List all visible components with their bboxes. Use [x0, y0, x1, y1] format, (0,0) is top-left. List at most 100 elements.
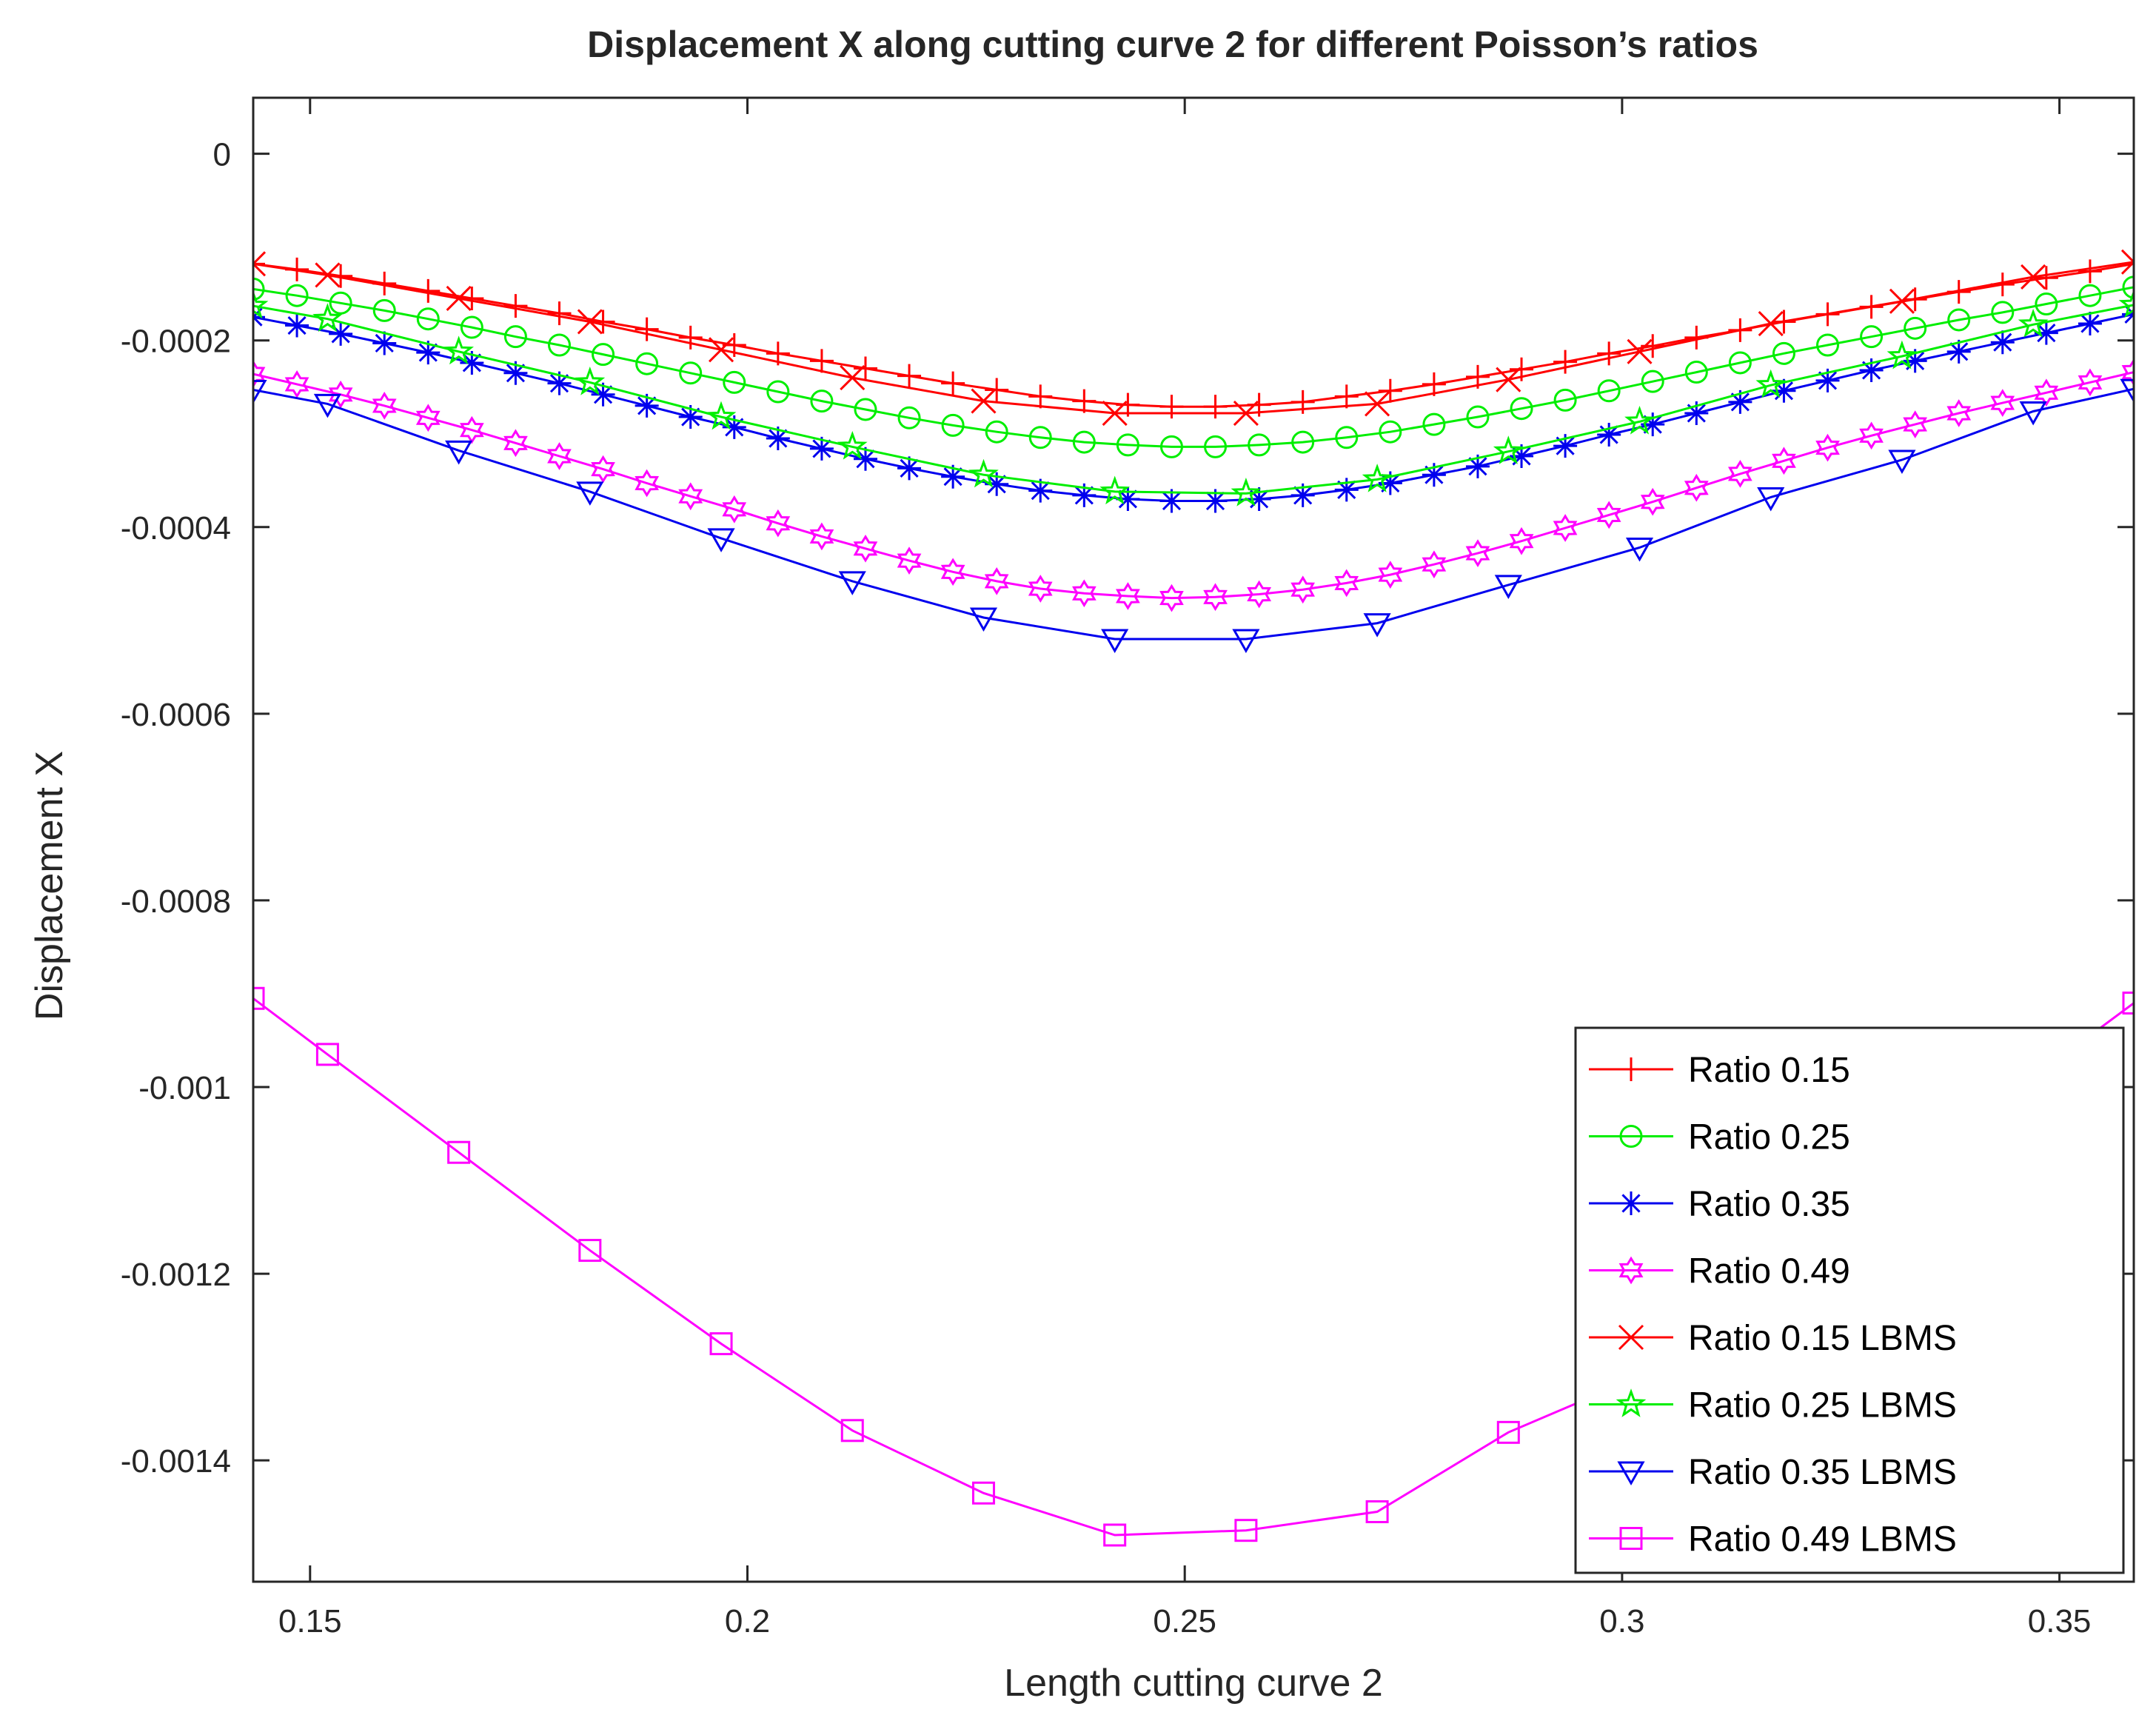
data-point-ratio-0-15-lbms	[708, 337, 734, 363]
data-point-ratio-0-25-lbms	[443, 335, 474, 365]
data-point-ratio-0-49-lbms	[1496, 1420, 1520, 1444]
data-point-ratio-0-35-lbms	[2120, 378, 2134, 404]
data-point-ratio-0-35	[678, 405, 703, 429]
data-point-ratio-0-49	[415, 404, 441, 432]
data-point-ratio-0-15-lbms	[1627, 338, 1653, 364]
data-point-ratio-0-35-lbms	[707, 528, 735, 552]
legend-item-ratio-0-35-lbms: Ratio 0.35 LBMS	[1589, 1453, 1957, 1492]
data-point-ratio-0-35	[1903, 349, 1927, 373]
data-point-ratio-0-35	[941, 464, 965, 489]
data-point-ratio-0-25	[1860, 325, 1884, 349]
data-point-ratio-0-49	[372, 392, 397, 420]
data-point-ratio-0-25-lbms	[1755, 369, 1787, 398]
data-point-ratio-0-49	[2078, 368, 2103, 397]
data-point-ratio-0-25	[679, 361, 703, 385]
series-line-ratio-0-35-lbms	[253, 387, 2134, 641]
data-point-ratio-0-15-lbms	[1496, 367, 1521, 392]
data-point-ratio-0-49	[503, 429, 528, 458]
data-point-ratio-0-15	[547, 301, 572, 326]
data-point-ratio-0-25-lbms	[837, 431, 868, 460]
data-point-ratio-0-35	[285, 313, 309, 338]
data-point-ratio-0-25-lbms	[1362, 464, 1393, 492]
data-point-ratio-0-15	[1159, 395, 1184, 419]
data-point-ratio-0-49	[1378, 561, 1403, 589]
data-point-ratio-0-35-lbms	[1101, 629, 1129, 654]
data-point-ratio-0-25-lbms	[1099, 475, 1130, 505]
data-point-ratio-0-25-lbms	[312, 303, 343, 332]
data-point-ratio-0-25	[1816, 333, 1840, 357]
data-point-ratio-0-35	[1684, 401, 1709, 426]
data-point-ratio-0-49-lbms	[447, 1140, 471, 1164]
legend-item-ratio-0-15-lbms: Ratio 0.15 LBMS	[1589, 1319, 1957, 1358]
data-point-ratio-0-15	[1334, 384, 1359, 409]
data-point-ratio-0-49	[1159, 584, 1184, 612]
data-point-ratio-0-15-lbms	[577, 309, 603, 335]
y-tick-label: -0.0002	[121, 324, 231, 360]
data-point-ratio-0-35-lbms	[1888, 449, 1916, 475]
data-point-ratio-0-35	[416, 341, 441, 365]
data-point-ratio-0-49	[635, 469, 660, 498]
legend-item-ratio-0-15: Ratio 0.15	[1589, 1051, 1850, 1090]
data-point-ratio-0-35-lbms	[1494, 575, 1522, 599]
data-point-ratio-0-15	[635, 317, 659, 341]
data-point-ratio-0-49-lbms	[578, 1239, 602, 1263]
data-point-ratio-0-25-lbms	[2118, 289, 2134, 318]
data-point-ratio-0-35-lbms	[2019, 401, 2047, 426]
data-point-ratio-0-15	[1553, 350, 1578, 374]
series-line-ratio-0-15-lbms	[253, 261, 2134, 415]
data-point-ratio-0-15	[678, 325, 703, 350]
data-point-ratio-0-35	[1553, 434, 1578, 458]
data-point-ratio-0-49	[1815, 433, 1840, 462]
data-point-ratio-0-15	[985, 378, 1009, 402]
data-point-ratio-0-35	[1422, 463, 1446, 487]
data-point-ratio-0-49	[460, 415, 484, 444]
data-point-ratio-0-49	[1290, 575, 1315, 604]
data-point-ratio-0-25-lbms	[1493, 435, 1524, 464]
data-point-ratio-0-49-lbms	[1365, 1500, 1389, 1523]
data-point-ratio-0-25	[1028, 426, 1052, 449]
data-point-ratio-0-25	[1159, 435, 1183, 458]
data-point-ratio-0-35	[1728, 390, 1752, 414]
series-ratio-0-35	[253, 302, 2134, 513]
data-point-ratio-0-49-lbms	[709, 1332, 733, 1356]
data-point-ratio-0-25	[416, 307, 440, 331]
data-point-ratio-0-49-lbms	[1234, 1519, 1258, 1542]
data-point-ratio-0-15	[1378, 378, 1402, 403]
data-point-ratio-0-25	[1335, 426, 1359, 449]
legend-label: Ratio 0.15 LBMS	[1688, 1319, 1957, 1358]
data-point-ratio-0-35-lbms	[969, 607, 998, 632]
data-point-ratio-0-25	[854, 398, 877, 421]
data-point-ratio-0-25	[285, 284, 309, 307]
data-point-ratio-0-35	[1290, 483, 1315, 507]
data-point-ratio-0-15-lbms	[971, 388, 997, 414]
data-point-ratio-0-35-lbms	[253, 379, 267, 404]
data-point-ratio-0-49	[809, 522, 834, 551]
data-point-ratio-0-35	[1815, 368, 1840, 392]
y-tick-label: -0.0006	[121, 697, 231, 733]
data-point-ratio-0-49	[1072, 579, 1097, 608]
data-point-ratio-0-25	[766, 380, 790, 404]
data-point-ratio-0-35	[809, 436, 834, 461]
y-axis-label: Displacement X	[28, 751, 71, 1020]
data-point-ratio-0-35	[1116, 487, 1140, 511]
data-point-ratio-0-49	[1640, 487, 1665, 516]
data-point-ratio-0-49	[1028, 575, 1053, 603]
legend-label: Ratio 0.35	[1688, 1185, 1850, 1224]
x-axis-label: Length cutting curve 2	[1004, 1662, 1383, 1705]
legend-label: Ratio 0.25 LBMS	[1688, 1386, 1957, 1425]
data-point-ratio-0-49-lbms	[971, 1481, 995, 1505]
data-point-ratio-0-35	[1465, 454, 1490, 478]
data-point-ratio-0-15	[1597, 341, 1621, 366]
data-point-ratio-0-35	[1990, 330, 2015, 355]
x-tick-label: 0.25	[1153, 1603, 1216, 1639]
data-point-ratio-0-25	[1772, 341, 1795, 365]
y-tick-label: -0.001	[138, 1070, 231, 1106]
data-point-ratio-0-25	[460, 315, 483, 339]
data-point-ratio-0-35	[635, 393, 659, 418]
data-point-ratio-0-15-lbms	[2021, 264, 2046, 290]
data-point-ratio-0-15	[1203, 395, 1228, 419]
data-point-ratio-0-49	[984, 567, 1009, 595]
series-ratio-0-25-lbms	[253, 289, 2134, 507]
data-point-ratio-0-49	[853, 534, 878, 563]
